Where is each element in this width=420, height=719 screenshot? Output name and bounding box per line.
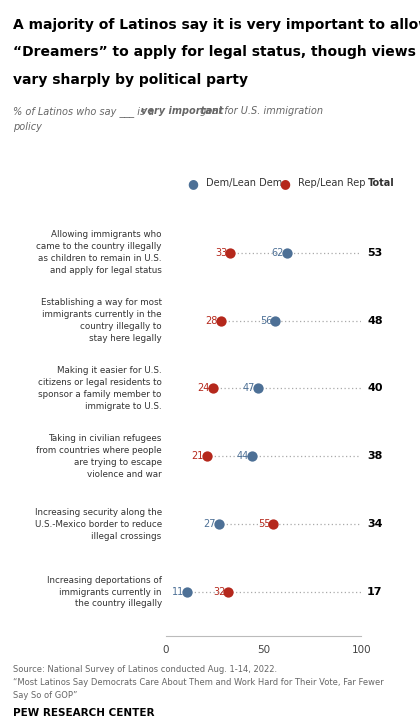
Point	[217, 315, 224, 326]
Text: Establishing a way for most
immigrants currently in the
country illegally to
sta: Establishing a way for most immigrants c…	[41, 298, 162, 343]
Text: 27: 27	[203, 519, 216, 529]
Point	[284, 247, 290, 258]
Text: Source: National Survey of Latinos conducted Aug. 1-14, 2022.: Source: National Survey of Latinos condu…	[13, 665, 277, 674]
Text: Taking in civilian refugees
from countries where people
are trying to escape
vio: Taking in civilian refugees from countri…	[36, 434, 162, 479]
Text: “Most Latinos Say Democrats Care About Them and Work Hard for Their Vote, Far Fe: “Most Latinos Say Democrats Care About T…	[13, 678, 383, 687]
Text: Dem/Lean Dem: Dem/Lean Dem	[206, 178, 282, 188]
Point	[204, 451, 210, 462]
Point	[249, 451, 255, 462]
Point	[210, 383, 216, 394]
Text: Increasing deportations of
immigrants currently in
the country illegally: Increasing deportations of immigrants cu…	[47, 576, 162, 608]
Text: 17: 17	[367, 587, 383, 597]
Text: Total: Total	[368, 178, 394, 188]
Text: 55: 55	[258, 519, 270, 529]
Point	[227, 247, 234, 258]
Text: A majority of Latinos say it is very important to allow: A majority of Latinos say it is very imp…	[13, 18, 420, 32]
Text: Allowing immigrants who
came to the country illegally
as children to remain in U: Allowing immigrants who came to the coun…	[36, 231, 162, 275]
Text: Increasing security along the
U.S.-Mexico border to reduce
illegal crossings: Increasing security along the U.S.-Mexic…	[34, 508, 162, 541]
Point	[255, 383, 261, 394]
Text: 62: 62	[272, 247, 284, 257]
Text: 28: 28	[205, 316, 218, 326]
Point	[225, 587, 232, 598]
Text: 56: 56	[260, 316, 272, 326]
Text: Say So of GOP”: Say So of GOP”	[13, 691, 77, 700]
Text: goal for U.S. immigration: goal for U.S. immigration	[197, 106, 323, 116]
Text: policy: policy	[13, 122, 42, 132]
Text: % of Latinos who say ___ is a: % of Latinos who say ___ is a	[13, 106, 157, 117]
Text: very important: very important	[141, 106, 223, 116]
Text: vary sharply by political party: vary sharply by political party	[13, 73, 248, 86]
Point	[270, 518, 277, 530]
Text: 40: 40	[367, 383, 383, 393]
Text: 24: 24	[197, 383, 210, 393]
Text: Making it easier for U.S.
citizens or legal residents to
sponsor a family member: Making it easier for U.S. citizens or le…	[38, 366, 162, 411]
Text: ●: ●	[279, 177, 290, 190]
Point	[272, 315, 278, 326]
Point	[215, 518, 222, 530]
Text: 53: 53	[367, 247, 382, 257]
Text: Rep/Lean Rep: Rep/Lean Rep	[298, 178, 366, 188]
Point	[184, 587, 191, 598]
Text: 21: 21	[192, 452, 204, 462]
Text: 47: 47	[242, 383, 255, 393]
Text: “Dreamers” to apply for legal status, though views: “Dreamers” to apply for legal status, th…	[13, 45, 415, 59]
Text: 11: 11	[172, 587, 184, 597]
Text: 33: 33	[215, 247, 227, 257]
Text: PEW RESEARCH CENTER: PEW RESEARCH CENTER	[13, 708, 154, 718]
Text: 32: 32	[213, 587, 226, 597]
Text: ●: ●	[187, 177, 198, 190]
Text: 38: 38	[367, 452, 383, 462]
Text: 34: 34	[367, 519, 383, 529]
Text: 44: 44	[236, 452, 249, 462]
Text: 48: 48	[367, 316, 383, 326]
